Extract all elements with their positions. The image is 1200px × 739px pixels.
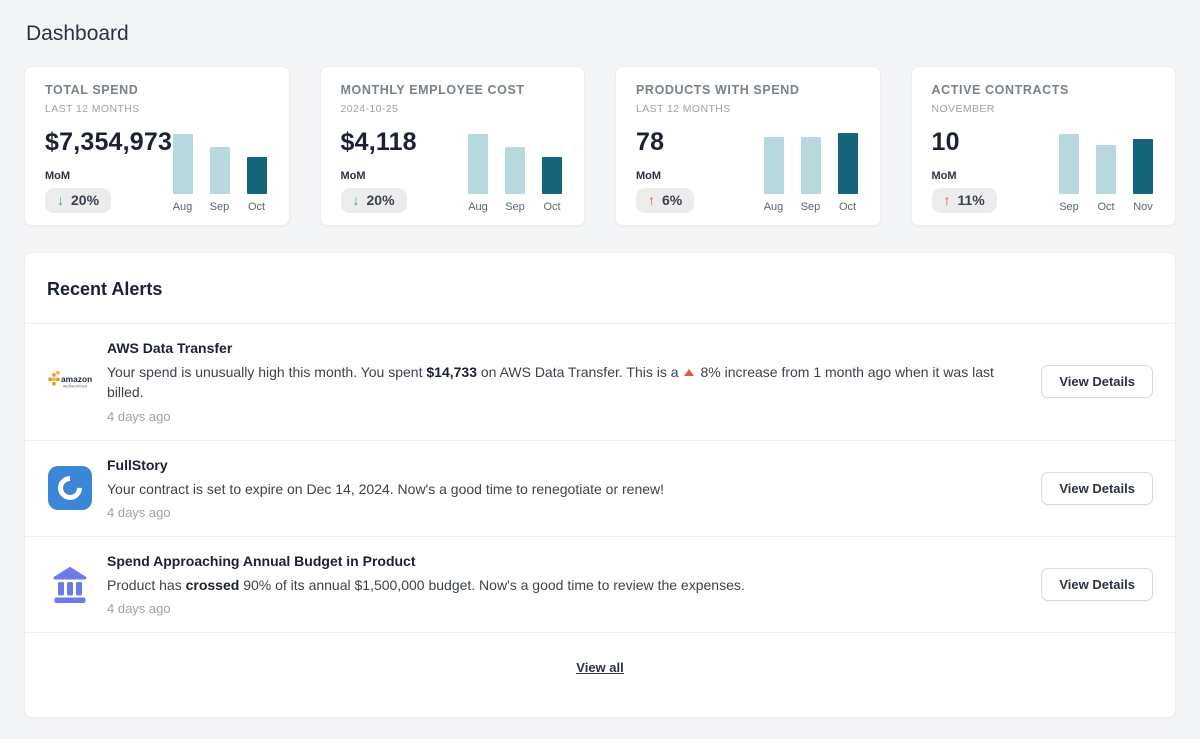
view-details-button[interactable]: View Details: [1041, 365, 1153, 399]
alerts-footer: View all: [25, 632, 1175, 717]
card-subtitle: LAST 12 MONTHS: [636, 103, 731, 115]
card-title: MONTHLY EMPLOYEE COST: [340, 83, 525, 97]
bar: [763, 137, 784, 194]
arrow-down-icon: ↓: [352, 192, 360, 208]
recent-alerts-heading: Recent Alerts: [25, 253, 1175, 324]
mom-badge-value: 20%: [366, 192, 395, 208]
recent-alerts-panel: Recent Alerts amazon webservices: [24, 252, 1176, 719]
bar-label: Oct: [543, 201, 561, 213]
bar-label: Oct: [247, 201, 266, 213]
card-title: TOTAL SPEND: [45, 83, 139, 97]
bar: [1059, 134, 1079, 194]
mom-label: MoM: [340, 170, 366, 182]
bar: [468, 134, 488, 194]
stat-card-total-spend: TOTAL SPEND LAST 12 MONTHS $7,354,973 Mo…: [24, 66, 290, 226]
bar-label: Oct: [838, 201, 857, 213]
mom-badge-value: 6%: [662, 192, 683, 208]
card-title: PRODUCTS WITH SPEND: [636, 83, 800, 97]
bar-label: Nov: [1133, 201, 1153, 213]
stat-value: $4,118: [340, 128, 417, 156]
alert-keyword: crossed: [185, 576, 240, 593]
card-left: 10 MoM ↑ 11%: [931, 128, 997, 213]
mom-label: MoM: [636, 170, 662, 182]
alert-row-budget: Spend Approaching Annual Budget in Produ…: [25, 535, 1175, 632]
stat-value: 10: [931, 128, 960, 156]
alert-amount: $14,733: [426, 364, 477, 380]
mom-badge-value: 20%: [71, 192, 100, 208]
stat-cards-row: TOTAL SPEND LAST 12 MONTHS $7,354,973 Mo…: [24, 66, 1176, 226]
bar-label: Oct: [1097, 201, 1115, 213]
mom-badge: ↓ 20%: [45, 188, 112, 213]
bar-label: Sep: [505, 201, 525, 213]
card-subtitle: LAST 12 MONTHS: [45, 103, 140, 115]
bar-label: Aug: [763, 201, 784, 213]
stat-card-monthly-employee-cost: MONTHLY EMPLOYEE COST 2024-10-25 $4,118 …: [319, 66, 585, 226]
mom-label: MoM: [45, 170, 71, 182]
mini-bar-chart: Aug Sep Oct: [172, 134, 269, 213]
mom-label: MoM: [931, 170, 957, 182]
fullstory-logo-icon: [48, 466, 92, 511]
svg-text:amazon: amazon: [61, 374, 92, 384]
bar: [209, 147, 230, 194]
alert-title: AWS Data Transfer: [107, 340, 233, 356]
mini-bar-chart: Aug Sep Oct: [763, 133, 860, 213]
arrow-up-icon: ↑: [943, 192, 951, 208]
bank-icon: [53, 566, 87, 603]
mini-bar-chart: Aug Sep Oct: [468, 134, 564, 213]
triangle-up-icon: [683, 369, 694, 376]
aws-logo-icon: amazon webservices: [48, 370, 92, 388]
card-left: $7,354,973 MoM ↓ 20%: [45, 128, 172, 213]
dashboard-page: Dashboard TOTAL SPEND LAST 12 MONTHS $7,…: [24, 22, 1176, 719]
bar: [246, 157, 267, 194]
card-title: ACTIVE CONTRACTS: [931, 83, 1069, 97]
card-subtitle: NOVEMBER: [931, 103, 995, 115]
bar: [505, 147, 525, 194]
arrow-down-icon: ↓: [57, 192, 64, 208]
alert-row-aws-data-transfer: amazon webservices AWS Data Transfer You…: [25, 324, 1175, 440]
alert-body: Your spend is unusually high this month.…: [107, 364, 994, 401]
mom-badge: ↑ 11%: [931, 188, 997, 213]
alert-row-fullstory: FullStory Your contract is set to expire…: [25, 439, 1175, 536]
page-title: Dashboard: [26, 22, 129, 45]
bar: [542, 157, 562, 194]
card-left: $4,118 MoM ↓ 20%: [340, 128, 417, 213]
arrow-up-icon: ↑: [648, 192, 655, 208]
svg-text:webservices: webservices: [63, 383, 88, 388]
alert-body: Your contract is set to expire on Dec 14…: [107, 480, 665, 497]
bar-label: Aug: [468, 201, 488, 213]
mom-badge-value: 11%: [957, 192, 985, 208]
mom-badge: ↑ 6%: [636, 188, 695, 213]
bar: [1096, 145, 1116, 194]
alert-title: FullStory: [107, 456, 168, 473]
mom-badge: ↓ 20%: [340, 188, 407, 213]
stat-value: $7,354,973: [45, 128, 173, 156]
bar: [837, 133, 858, 194]
alert-timestamp: 4 days ago: [107, 408, 171, 424]
alert-body: Product has crossed 90% of its annual $1…: [107, 576, 745, 593]
view-details-button[interactable]: View Details: [1041, 568, 1153, 602]
stat-value: 78: [636, 128, 665, 156]
bar-label: Sep: [800, 201, 821, 213]
stat-card-products-with-spend: PRODUCTS WITH SPEND LAST 12 MONTHS 78 Mo…: [615, 66, 881, 226]
bar-label: Aug: [172, 201, 193, 213]
alert-timestamp: 4 days ago: [107, 504, 171, 520]
card-subtitle: 2024-10-25: [340, 103, 399, 115]
alert-title: Spend Approaching Annual Budget in Produ…: [107, 552, 416, 569]
mini-bar-chart: Sep Oct Nov: [1059, 134, 1155, 213]
bar: [172, 134, 193, 194]
bar: [1133, 139, 1153, 194]
bar-label: Sep: [1059, 201, 1079, 213]
view-all-link[interactable]: View all: [576, 660, 624, 676]
view-details-button[interactable]: View Details: [1041, 471, 1153, 505]
bar-label: Sep: [209, 201, 230, 213]
stat-card-active-contracts: ACTIVE CONTRACTS NOVEMBER 10 MoM ↑ 11% S…: [910, 66, 1176, 226]
bar: [800, 137, 821, 194]
alert-timestamp: 4 days ago: [107, 601, 171, 617]
card-left: 78 MoM ↑ 6%: [636, 128, 695, 213]
